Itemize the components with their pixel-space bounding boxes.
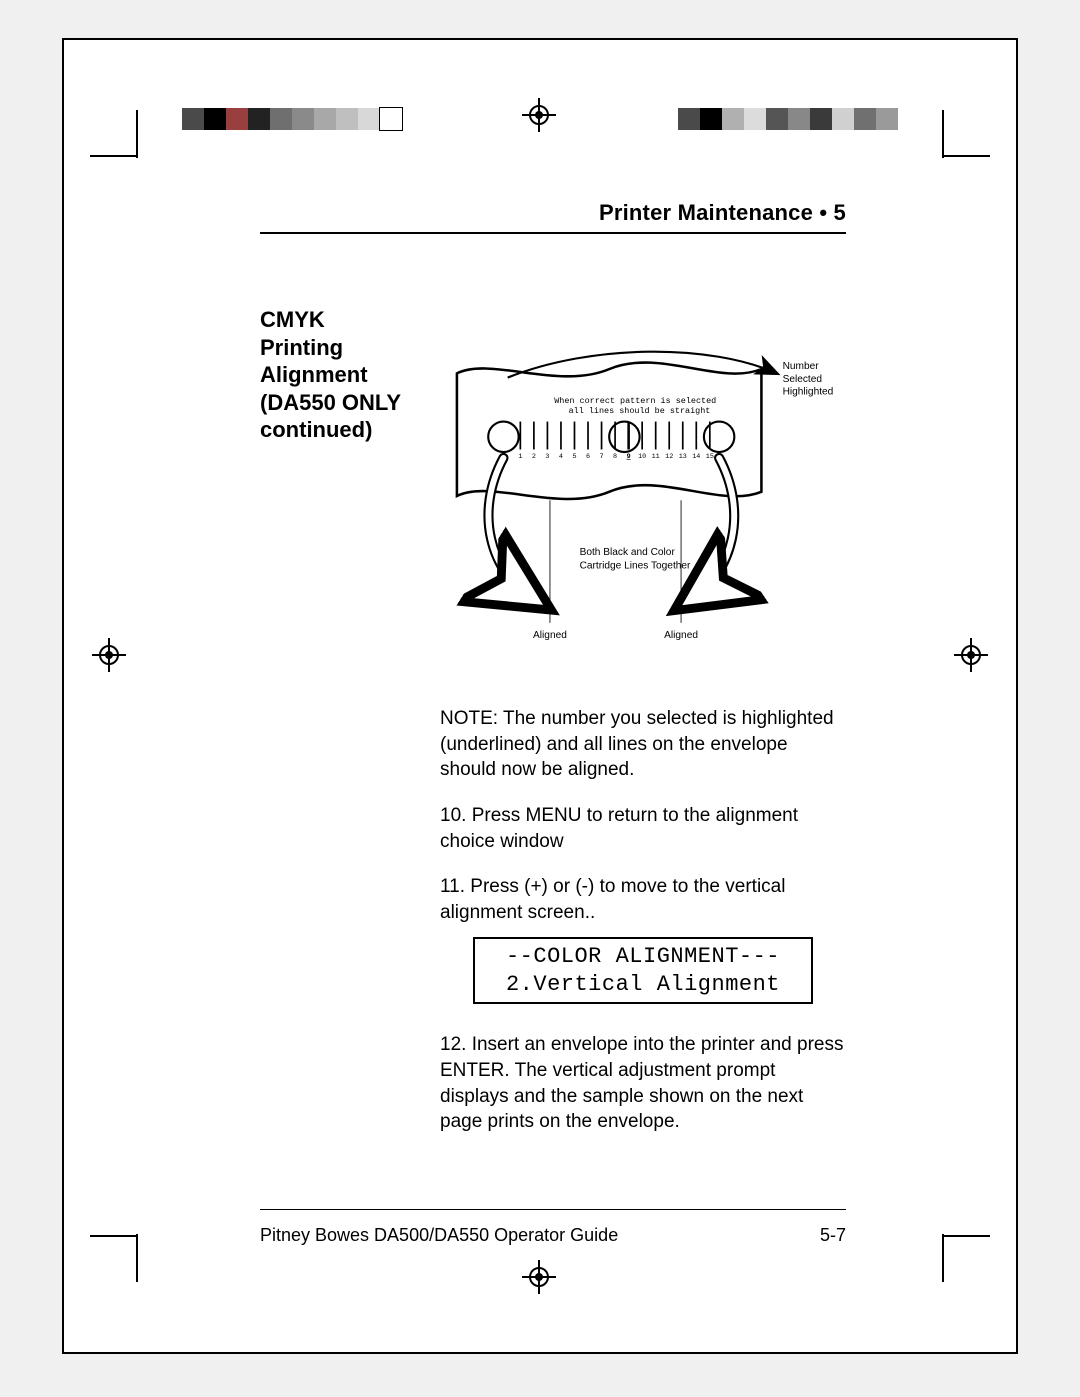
heading-line: Alignment — [260, 361, 440, 389]
step-11: 11. Press (+) or (-) to move to the vert… — [440, 874, 846, 925]
calibration-swatch — [226, 108, 248, 130]
diagram-callout: Cartridge Lines Together — [580, 561, 691, 572]
heading-line: continued) — [260, 416, 440, 444]
tick-label: 7 — [600, 453, 604, 461]
tick-label: 5 — [572, 453, 576, 461]
tick-label: 9 — [627, 453, 631, 461]
color-calibration-strip — [678, 108, 898, 130]
crop-mark — [90, 1235, 138, 1237]
tick-label: 11 — [652, 453, 660, 461]
registration-mark-icon — [522, 98, 556, 132]
diagram-instruction: When correct pattern is selected — [554, 396, 716, 406]
diagram-instruction: all lines should be straight — [569, 406, 711, 416]
calibration-swatch — [314, 108, 336, 130]
tick-label: 6 — [586, 453, 590, 461]
crop-mark — [136, 110, 138, 158]
diagram-callout: Selected — [783, 374, 822, 385]
calibration-swatch — [182, 108, 204, 130]
note-paragraph: NOTE: The number you selected is highlig… — [440, 706, 846, 783]
lcd-line-2: 2.Vertical Alignment — [485, 971, 801, 999]
calibration-swatch — [810, 108, 832, 130]
diagram-callout: Number — [783, 361, 820, 372]
tick-label: 1 — [518, 453, 522, 461]
crop-mark — [136, 1234, 138, 1282]
calibration-swatch — [700, 108, 722, 130]
color-calibration-strip — [182, 108, 402, 130]
heading-line: CMYK — [260, 306, 440, 334]
heading-line: Printing — [260, 334, 440, 362]
registration-mark-icon — [954, 638, 988, 672]
tick-label: 8 — [613, 453, 617, 461]
calibration-swatch — [358, 108, 380, 130]
calibration-swatch — [678, 108, 700, 130]
calibration-swatch — [270, 108, 292, 130]
tick-label: 4 — [559, 453, 563, 461]
crop-mark — [942, 155, 990, 157]
page-header-title: Printer Maintenance • 5 — [260, 200, 846, 226]
step-12: 12. Insert an envelope into the printer … — [440, 1032, 846, 1135]
crop-mark — [942, 1234, 944, 1282]
registration-mark-icon — [92, 638, 126, 672]
content-area: Printer Maintenance • 5 CMYK Printing Al… — [260, 200, 846, 1232]
diagram-label: Aligned — [664, 630, 698, 641]
tick-label: 13 — [679, 453, 687, 461]
crop-mark — [942, 1235, 990, 1237]
header-rule — [260, 232, 846, 234]
section-heading: CMYK Printing Alignment (DA550 ONLY cont… — [260, 306, 440, 1135]
footer-page-number: 5-7 — [820, 1225, 846, 1246]
page-footer: Pitney Bowes DA500/DA550 Operator Guide … — [260, 1225, 846, 1246]
calibration-swatch — [722, 108, 744, 130]
calibration-swatch — [788, 108, 810, 130]
footer-rule — [260, 1209, 846, 1210]
calibration-swatch — [832, 108, 854, 130]
crop-mark — [90, 155, 138, 157]
diagram-callout: Both Black and Color — [580, 547, 676, 558]
footer-guide-name: Pitney Bowes DA500/DA550 Operator Guide — [260, 1225, 618, 1246]
step-10: 10. Press MENU to return to the alignmen… — [440, 803, 846, 854]
calibration-swatch — [292, 108, 314, 130]
calibration-swatch — [204, 108, 226, 130]
tick-label: 15 — [706, 453, 714, 461]
tick-label: 10 — [638, 453, 646, 461]
page-scan: Printer Maintenance • 5 CMYK Printing Al… — [62, 38, 1018, 1354]
lcd-line-1: --COLOR ALIGNMENT--- — [485, 943, 801, 971]
calibration-swatch — [336, 108, 358, 130]
diagram-label: Aligned — [533, 630, 567, 641]
calibration-swatch — [876, 108, 898, 130]
calibration-swatch — [854, 108, 876, 130]
calibration-swatch — [380, 108, 402, 130]
crop-mark — [942, 110, 944, 158]
heading-line: (DA550 ONLY — [260, 389, 440, 417]
alignment-diagram: When correct pattern is selected all lin… — [440, 306, 846, 686]
tick-label: 2 — [532, 453, 536, 461]
calibration-swatch — [766, 108, 788, 130]
lcd-display: --COLOR ALIGNMENT--- 2.Vertical Alignmen… — [473, 937, 813, 1004]
registration-mark-icon — [522, 1260, 556, 1294]
tick-label: 12 — [665, 453, 673, 461]
calibration-swatch — [744, 108, 766, 130]
tick-label: 3 — [545, 453, 549, 461]
calibration-swatch — [248, 108, 270, 130]
tick-label: 14 — [692, 453, 700, 461]
diagram-callout: Highlighted — [783, 387, 834, 398]
main-column: When correct pattern is selected all lin… — [440, 306, 846, 1135]
